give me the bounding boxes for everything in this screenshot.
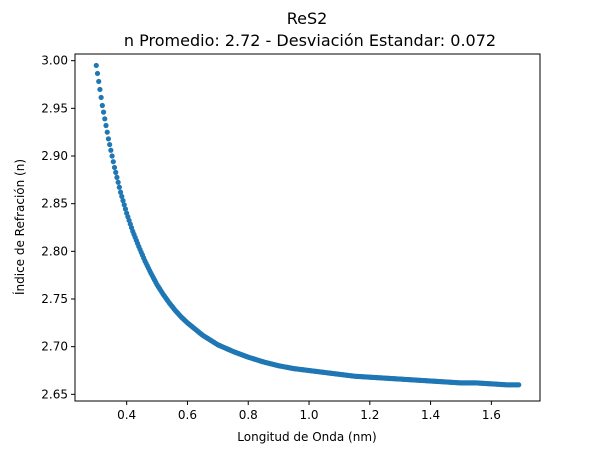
data-series [93, 62, 522, 388]
data-point [119, 193, 125, 200]
plot-frame [74, 53, 541, 402]
x-tick-label: 0.6 [178, 408, 197, 422]
data-point [113, 169, 119, 175]
data-point [105, 136, 112, 142]
x-tick-label: 0.4 [117, 408, 136, 422]
data-point [107, 141, 113, 148]
data-point [111, 164, 118, 171]
data-point [116, 184, 122, 190]
x-tick-label: 1.4 [421, 408, 440, 422]
y-tick-label: 2.95 [41, 101, 68, 115]
data-point [108, 147, 114, 153]
data-point [109, 153, 115, 159]
data-point [114, 174, 120, 180]
y-tick-label: 2.80 [41, 244, 68, 258]
x-tick-label: 1.2 [360, 408, 379, 422]
data-point [115, 179, 121, 185]
y-tick-label: 2.70 [41, 340, 68, 354]
data-point [516, 382, 522, 388]
data-point [99, 102, 105, 109]
data-point [96, 78, 102, 85]
axis-ticks: 0.4 0.6 0.8 1.0 1.2 1.4 1.6 2.65 2.70 2.75 2.80 2.8… [41, 54, 501, 422]
chart-subtitle: n Promedio: 2.72 - Desviación Estandar: … [124, 31, 496, 50]
y-tick-label: 2.90 [41, 149, 68, 163]
data-point [117, 189, 124, 195]
y-tick-label: 2.85 [41, 197, 68, 211]
y-tick-label: 2.65 [41, 387, 68, 401]
chart-title: ReS2 [287, 9, 328, 28]
data-point [104, 129, 110, 135]
y-tick-label: 3.00 [41, 54, 68, 68]
data-point [121, 202, 127, 208]
data-point [98, 94, 104, 101]
data-point [93, 62, 99, 69]
data-point [122, 206, 129, 212]
x-tick-label: 0.8 [239, 408, 258, 422]
x-tick-label: 1.6 [482, 408, 501, 422]
x-tick-label: 1.0 [299, 408, 318, 422]
data-point [110, 159, 116, 165]
data-point [120, 198, 126, 204]
data-point [102, 116, 108, 122]
data-point [100, 109, 107, 115]
series-points [93, 62, 522, 388]
y-axis-label: Índice de Refración (n) [12, 159, 27, 295]
data-point [94, 70, 101, 77]
data-point [97, 86, 103, 93]
x-axis-label: Longitud de Onda (nm) [237, 430, 376, 444]
y-tick-label: 2.75 [41, 292, 68, 306]
data-point [103, 122, 109, 129]
